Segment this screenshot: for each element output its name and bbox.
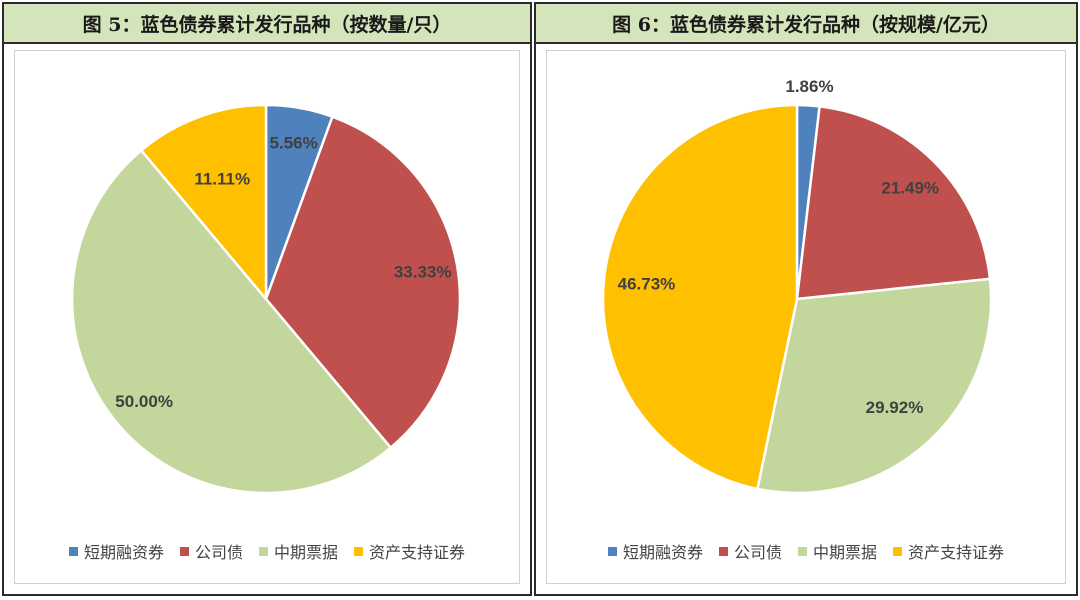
legend-item-medium-term-notes: 中期票据: [259, 539, 338, 563]
pie-chart: 5.56% 33.33% 50.00% 11.11%: [71, 103, 462, 494]
chart-area: 5.56% 33.33% 50.00% 11.11% 短期融资券 公司债 中期票据 资…: [14, 50, 520, 584]
data-label-medium-term-notes: 50.00%: [115, 392, 173, 411]
data-label-corporate-bonds: 33.33%: [394, 262, 452, 281]
pie-slice-abs: [139, 103, 268, 303]
chart-title: 图 6：蓝色债券累计发行品种（按规模/亿元）: [536, 4, 1076, 44]
legend-swatch: [798, 546, 807, 556]
legend-label: 公司债: [733, 543, 782, 562]
legend-item-corporate-bonds: 公司债: [179, 539, 243, 563]
legend-item-short-term-bills: 短期融资券: [607, 539, 703, 563]
data-label-medium-term-notes: 29.92%: [866, 398, 924, 417]
legend-label: 中期票据: [813, 543, 878, 562]
data-label-corporate-bonds: 21.49%: [881, 178, 939, 197]
legend: 短期融资券 公司债 中期票据 资产支持证券: [547, 539, 1065, 563]
legend-swatch: [68, 546, 78, 556]
legend-swatch: [354, 546, 364, 556]
legend-item-medium-term-notes: 中期票据: [798, 539, 877, 563]
legend-label: 短期融资券: [83, 543, 164, 562]
pie-slice-corporate-bonds: [795, 104, 992, 301]
legend-label: 短期融资券: [622, 543, 703, 562]
chart-panel-count: 图 5：蓝色债券累计发行品种（按数量/只） 5.56% 33.33% 50.00% 1…: [2, 2, 532, 596]
legend-label: 资产支持证券: [908, 543, 1005, 562]
data-label-short-term-bills: 1.86%: [785, 77, 833, 96]
data-label-abs: 11.11%: [194, 170, 250, 189]
legend-label: 中期票据: [274, 543, 339, 562]
pie-chart: 1.86% 21.49% 29.92% 46.73%: [601, 77, 993, 495]
legend: 短期融资券 公司债 中期票据 资产支持证券: [15, 539, 519, 563]
legend-item-short-term-bills: 短期融资券: [68, 539, 164, 563]
legend-swatch: [179, 546, 189, 556]
legend-swatch: [893, 546, 903, 556]
legend-label: 公司债: [194, 543, 243, 562]
data-label-short-term-bills: 5.56%: [270, 133, 318, 152]
chart-title: 图 5：蓝色债券累计发行品种（按数量/只）: [4, 4, 530, 44]
pie-slice-medium-term-notes: [71, 148, 393, 494]
chart-area: 1.86% 21.49% 29.92% 46.73% 短期融资券 公司债 中期票据 资…: [546, 50, 1066, 584]
pie-slice-corporate-bonds: [264, 115, 462, 450]
legend-swatch: [607, 546, 617, 556]
legend-swatch: [259, 546, 268, 556]
data-label-abs: 46.73%: [618, 274, 676, 293]
legend-item-abs: 资产支持证券: [354, 539, 465, 563]
pie-slice-abs: [601, 103, 799, 491]
pie-slice-medium-term-notes: [755, 277, 993, 495]
legend-item-corporate-bonds: 公司债: [718, 539, 782, 563]
legend-label: 资产支持证券: [369, 543, 466, 562]
legend-item-abs: 资产支持证券: [893, 539, 1004, 563]
legend-swatch: [718, 546, 728, 556]
chart-panel-scale: 图 6：蓝色债券累计发行品种（按规模/亿元） 1.86% 21.49% 29.92%…: [534, 2, 1078, 596]
